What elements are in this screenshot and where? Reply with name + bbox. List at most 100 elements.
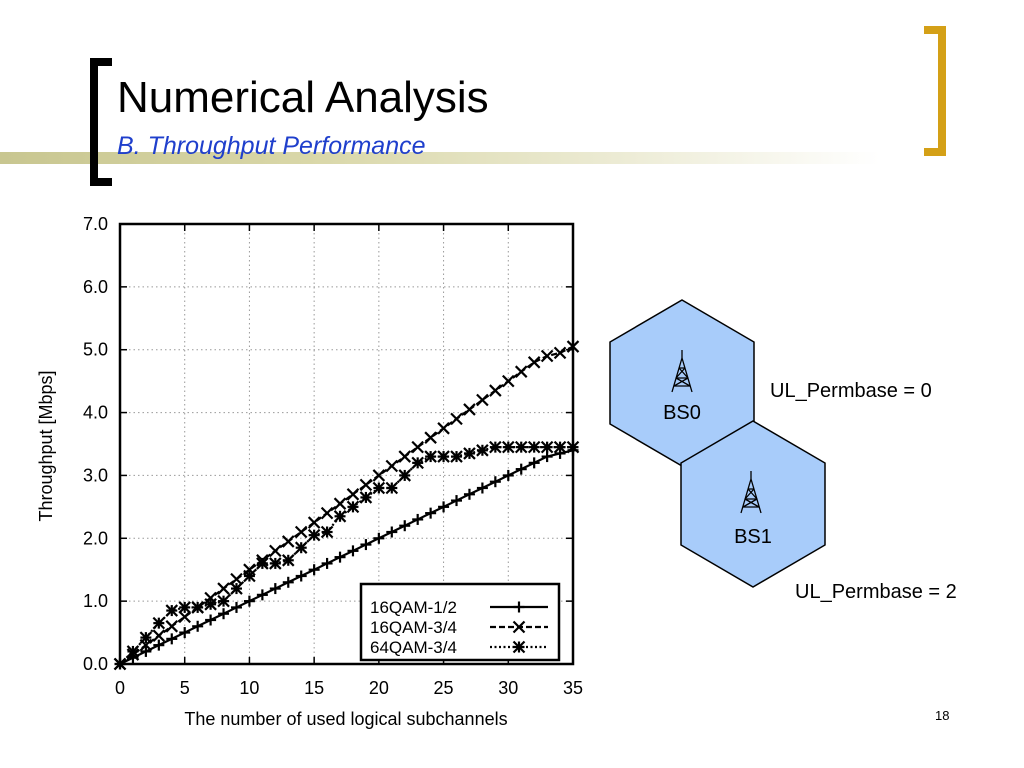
data-point [373,532,385,544]
data-point [126,645,140,658]
data-point [139,631,153,644]
data-point [178,601,191,614]
data-point [527,356,541,369]
bs1-label: BS1 [734,526,772,548]
x-tick-label: 10 [239,678,259,698]
series-line [119,446,573,665]
data-point [230,572,243,586]
data-point [205,614,217,626]
tower-icon [671,350,693,393]
y-tick-label: 2.0 [83,528,108,548]
data-point [399,520,411,532]
tower-icon [740,471,762,514]
data-point [398,450,412,463]
data-point [347,545,359,557]
page-number: 18 [935,708,950,723]
data-point [243,595,255,607]
data-point [540,440,554,454]
data-point [489,476,501,488]
data-point [243,569,256,583]
data-point [256,589,268,601]
data-point [437,422,450,435]
data-point [424,450,437,463]
data-point [463,488,475,500]
data-point [476,393,489,407]
data-point [412,513,424,525]
chart-grid [120,224,573,664]
data-point [489,384,502,397]
y-tick-label: 3.0 [83,465,108,485]
data-point [307,528,321,542]
data-point [463,403,476,416]
data-point [307,516,321,529]
data-point [153,639,165,651]
data-point [450,412,463,426]
data-point [502,469,514,481]
slide-title: Numerical Analysis [117,73,489,122]
data-point [528,457,540,469]
data-point [269,583,281,595]
data-point [425,507,437,519]
x-tick-label: 35 [563,678,583,698]
left-bracket [90,58,112,186]
data-point [165,620,179,633]
data-point [295,570,307,582]
data-point [553,440,567,454]
data-point [333,510,347,523]
y-tick-label: 1.0 [83,591,108,611]
y-axis-label: Throughput [Mbps] [36,370,56,521]
chart-series [113,340,580,671]
x-tick-label: 15 [304,678,324,698]
data-point [152,629,166,642]
data-point [359,478,373,492]
data-point [437,450,450,463]
legend-marker [513,601,525,613]
data-point [514,365,528,378]
y-tick-label: 0.0 [83,654,108,674]
x-tick-label: 30 [498,678,518,698]
y-tick-label: 4.0 [83,403,108,423]
data-point [320,506,334,520]
legend-box [359,582,561,662]
data-point [256,557,269,570]
plot-frame [118,222,575,666]
x-tick-label: 25 [434,678,454,698]
data-point [230,601,242,613]
data-point [515,463,527,475]
data-point [553,346,567,360]
y-tick-label: 7.0 [83,214,108,234]
data-point [451,495,463,507]
bs1-permbase: UL_Permbase = 2 [795,581,957,603]
data-point [178,610,191,624]
bs0-permbase: UL_Permbase = 0 [770,380,932,402]
data-point [294,525,308,539]
data-point [282,576,294,588]
legend-label: 16QAM-1/2 [370,598,457,617]
data-point [540,349,554,363]
data-point [346,500,360,514]
data-point [438,501,450,513]
data-point [217,582,230,595]
legend-marker [512,620,526,634]
data-point [424,431,437,444]
data-point [372,469,386,482]
data-point [386,526,398,538]
data-point [476,444,489,457]
data-point [320,525,334,539]
data-point [230,582,243,595]
data-point [385,459,399,473]
data-point [308,564,320,576]
data-point [450,450,463,463]
data-point [217,594,230,608]
x-tick-label: 20 [369,678,389,698]
data-point [204,598,217,611]
data-point [281,535,295,548]
slide-subtitle: B. Throughput Performance [117,132,426,160]
data-point [502,374,515,388]
data-point [165,604,179,617]
chart-ticks: 0 5 10 15 20 25 30 35 0.0 1.0 2.0 3.0 4.0 5.0 6.0 7.0 [83,214,583,698]
data-point [489,440,502,454]
data-point [346,488,360,501]
data-point [502,440,515,454]
